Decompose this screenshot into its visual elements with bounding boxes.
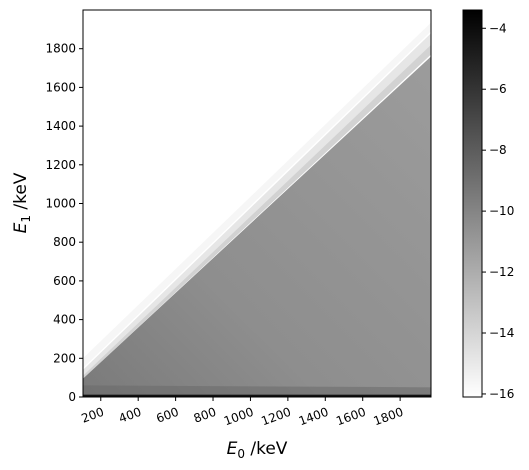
- colorbar-tick-label: −12: [489, 265, 514, 279]
- y-tick-label: 1200: [45, 158, 76, 172]
- x-axis: 200 400 600 800 1000 1200 1400 1600 1800: [79, 397, 405, 428]
- y-tick-label: 0: [68, 390, 76, 404]
- colorbar-tick-label: −6: [489, 82, 507, 96]
- colorbar-tick-label: −4: [489, 21, 507, 35]
- x-tick-label: 800: [192, 405, 218, 426]
- y-axis: 0 200 400 600 800 1000 1200 1400 1600 1800: [45, 42, 83, 404]
- colorbar-tick-label: −10: [489, 204, 514, 218]
- y-tick-label: 1000: [45, 197, 76, 211]
- ridge-region: [83, 33, 431, 378]
- x-tick-label: 1800: [372, 405, 405, 429]
- y-tick-label: 1600: [45, 80, 76, 94]
- heatmap-layer: [83, 22, 431, 397]
- x-tick-label: 1000: [222, 405, 255, 429]
- y-tick-label: 400: [53, 313, 76, 327]
- continuum-region: [83, 56, 431, 397]
- x-tick-label: 600: [154, 405, 180, 426]
- colorbar-tick-label: −14: [489, 326, 514, 340]
- y-tick-label: 200: [53, 351, 76, 365]
- colorbar: −4 −6 −8 −10 −12 −14 −16: [462, 9, 514, 401]
- zero-line: [83, 394, 431, 397]
- colorbar-gradient: [462, 9, 483, 398]
- colorbar-tick-label: −16: [489, 387, 514, 401]
- y-tick-label: 800: [53, 235, 76, 249]
- y-tick-label: 600: [53, 274, 76, 288]
- heatmap-plot: 200 400 600 800 1000 1200 1400 1600 1800 0200400…: [45, 9, 432, 428]
- x-tick-label: 200: [79, 405, 105, 426]
- colorbar-axis: −4 −6 −8 −10 −12 −14 −16: [482, 21, 514, 401]
- x-tick-label: 1600: [334, 405, 367, 429]
- colorbar-tick-label: −8: [489, 143, 507, 157]
- low-e1-band: [83, 385, 431, 397]
- x-tick-label: 400: [117, 405, 143, 426]
- halo-region: [83, 22, 431, 368]
- x-tick-label: 1200: [259, 405, 292, 429]
- y-tick-label: 1800: [45, 42, 76, 56]
- x-axis-label: E0 /keV: [227, 439, 288, 461]
- x-tick-label: 1400: [297, 405, 330, 429]
- ridge-inner: [83, 44, 431, 379]
- y-tick-label: 1400: [45, 119, 76, 133]
- y-axis-label: E1 /keV: [11, 172, 33, 233]
